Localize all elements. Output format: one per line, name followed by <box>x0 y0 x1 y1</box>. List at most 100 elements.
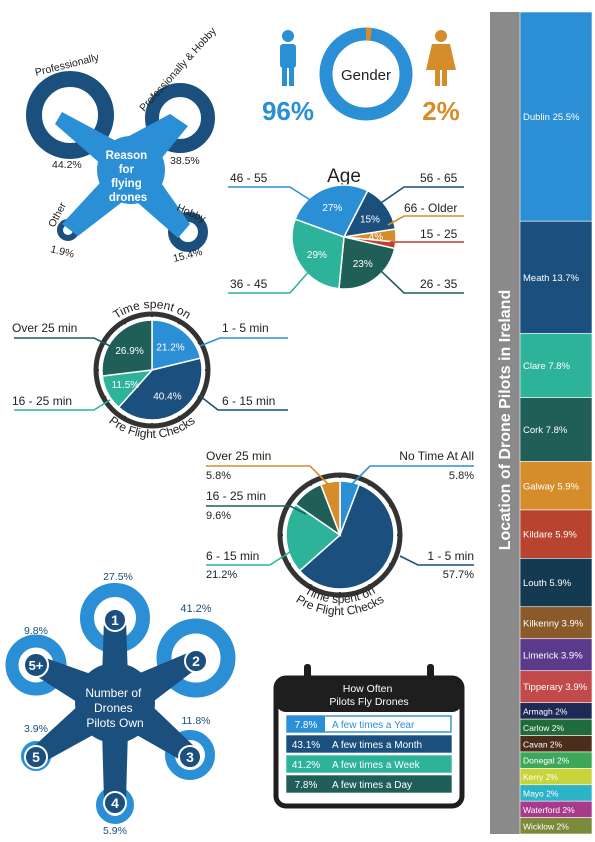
drones-value-3: 11.8% <box>182 715 211 727</box>
frequency-value-box <box>287 776 325 792</box>
location-bar <box>519 397 593 462</box>
location-gray-band <box>490 12 520 834</box>
location-label: Kerry 2% <box>523 772 558 782</box>
location-title: Location of Drone Pilots in Ireland <box>497 290 514 550</box>
svg-text:5: 5 <box>32 749 40 765</box>
age-label-15-25: 15 - 25 <box>420 227 458 241</box>
clock-tick <box>122 319 127 325</box>
drone-bubble-5plus: 5+ <box>23 652 49 678</box>
reason-value-other: 1.9% <box>49 243 75 260</box>
location-label: Wicklow 2% <box>523 821 569 831</box>
location-label: Carlow 2% <box>523 723 565 733</box>
drones-value-2: 41.2% <box>180 603 211 615</box>
male-percent: 96% <box>262 96 314 126</box>
svg-text:5+: 5+ <box>29 658 44 673</box>
location-label: Armagh 2% <box>523 706 568 716</box>
frequency-row-fill <box>287 776 451 792</box>
clock-tick <box>101 395 107 400</box>
preflight2-slice <box>298 483 395 590</box>
preflight1-slice <box>117 357 203 421</box>
location-label: Cork 7.8% <box>523 425 568 436</box>
preflight2-value-1-5: 57.7% <box>443 569 474 581</box>
frequency-section: How Often Pilots Fly Drones 7.8% A few ti… <box>273 664 465 809</box>
preflight2-value-16-25: 9.6% <box>206 510 231 522</box>
drones-value-5plus: 9.8% <box>24 625 48 637</box>
frequency-label: A few times a Day <box>332 780 412 791</box>
reason-value-hobby: 15.4% <box>172 246 204 265</box>
preflight2-slice <box>319 480 341 536</box>
location-bar <box>519 11 593 222</box>
age-slice-label: 23% <box>353 259 373 270</box>
reason-value-professionally: 44.2% <box>52 159 82 171</box>
preflight1-slice <box>151 319 202 371</box>
svg-text:2: 2 <box>192 653 200 669</box>
location-bar <box>519 220 593 334</box>
location-label: Meath 13.7% <box>523 273 580 284</box>
preflight-pie-2 <box>285 480 395 590</box>
clock-tick <box>308 480 313 487</box>
frequency-label: A few times a Year <box>332 720 415 731</box>
svg-text:1: 1 <box>111 612 119 628</box>
age-slice-label: 4% <box>369 232 384 243</box>
frequency-value: 7.8% <box>295 780 318 791</box>
age-label-46-55: 46 - 55 <box>230 171 268 185</box>
frequency-value-box <box>287 756 325 772</box>
location-label: Waterford 2% <box>523 805 575 815</box>
age-slice <box>294 184 369 238</box>
location-bar <box>519 817 593 835</box>
location-label: Mayo 2% <box>523 788 559 798</box>
clock-tick <box>197 340 203 345</box>
frequency-value-box <box>287 716 325 732</box>
drones-section: 1 2 3 4 5 5+ Number of Drones Pilots Own… <box>5 571 236 837</box>
location-label: Limerick 3.9% <box>523 650 583 661</box>
frequency-value: 41.2% <box>292 760 320 771</box>
clock-tick <box>388 503 395 508</box>
age-label-56-65: 56 - 65 <box>420 171 458 185</box>
frequency-title: How Often Pilots Fly Drones <box>329 683 408 708</box>
preflight2-label-no-time: No Time At All <box>399 449 474 463</box>
female-icon <box>426 30 456 86</box>
preflight-label-1-5-1: 1 - 5 min <box>222 321 269 335</box>
reason-section: Reason for flying drones Professionally … <box>26 25 219 265</box>
drone-bubble-3: 3 <box>178 745 202 769</box>
location-label: Donegal 2% <box>523 756 570 766</box>
preflight-title-line1-2: Time spent on <box>303 583 378 606</box>
location-label: Cavan 2% <box>523 739 563 749</box>
clock-tick <box>177 415 182 421</box>
drone-bubble-5: 5 <box>24 745 48 769</box>
location-bar <box>519 670 593 704</box>
location-bar <box>519 558 593 608</box>
drones-title: Number of Drones Pilots Own <box>85 686 144 730</box>
location-bar <box>519 461 593 511</box>
preflight2-label-6-15: 6 - 15 min <box>206 549 259 563</box>
male-icon <box>280 30 296 86</box>
drone-bubble-1: 1 <box>103 608 127 632</box>
calendar-ring-right <box>427 664 434 686</box>
clock-tick <box>308 583 313 590</box>
location-label: Dublin 25.5% <box>523 112 580 123</box>
preflight-section-2: Time spent on Pre Flight Checks Over 25 … <box>206 449 474 618</box>
location-label: Louth 5.9% <box>523 578 572 589</box>
calendar-ring-left <box>304 664 311 686</box>
frequency-label: A few times a Week <box>332 760 421 771</box>
preflight2-value-6-15: 21.2% <box>206 569 237 581</box>
frequency-row-fill <box>287 756 451 772</box>
preflight-label-over25-1: Over 25 min <box>12 321 77 335</box>
clock-tick <box>367 583 372 590</box>
drones-value-1: 27.5% <box>103 571 133 583</box>
age-label-26-35: 26 - 35 <box>420 277 458 291</box>
reason-value-professionally-hobby: 38.5% <box>170 155 200 167</box>
frequency-table: 7.8% A few times a Year 43.1% A few times a… <box>286 715 452 793</box>
preflight2-value-over25: 5.8% <box>206 470 231 482</box>
frequency-value: 43.1% <box>292 740 320 751</box>
location-label: Clare 7.8% <box>523 361 571 372</box>
location-label: Kilkenny 3.9% <box>523 618 584 629</box>
drone-bubble-2: 2 <box>184 649 208 673</box>
clock-tick <box>388 562 395 567</box>
preflight1-slice-label: 21.2% <box>156 342 184 353</box>
reason-title: Reason for flying drones <box>106 150 151 204</box>
clock-tick <box>367 480 372 487</box>
preflight-label-6-15-1: 6 - 15 min <box>222 394 275 408</box>
location-bar <box>519 333 593 398</box>
